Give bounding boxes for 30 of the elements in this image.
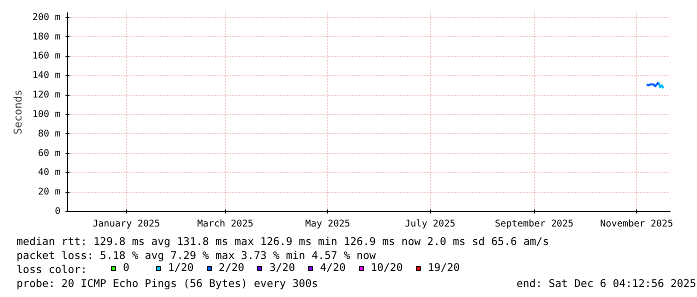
legend-title: loss color:: [16, 263, 88, 276]
text: end: Sat Dec 6 04:12:56 2025: [516, 277, 696, 290]
text: probe: 20 ICMP Echo Pings (56 Bytes) every 300s: [16, 277, 318, 290]
y-tick-label: 60 m: [38, 148, 61, 159]
x-tick-label: May 2025: [305, 218, 350, 230]
legend-label: 3/20: [269, 261, 296, 274]
y-tick-label: 120 m: [32, 90, 61, 101]
y-tick-label: 40 m: [38, 167, 61, 178]
x-tick-label: March 2025: [197, 218, 254, 230]
y-tick-label: 20 m: [38, 186, 61, 198]
y-tick-label: 180 m: [32, 31, 61, 42]
legend-label: 4/20: [320, 261, 346, 274]
y-tick-label: 160 m: [32, 50, 61, 62]
text: median rtt: 129.8 ms avg 131.8 ms max 126.9 ms min 126.9 ms now 2.0 ms sd 65.6 am/s: [16, 235, 549, 248]
x-tick-label: July 2025: [404, 218, 456, 230]
x-tick-label: January 2025: [92, 218, 160, 230]
x-tick-label: November 2025: [600, 218, 674, 230]
x-tick-label: September 2025: [494, 218, 574, 230]
y-tick-label: 200 m: [32, 12, 61, 23]
y-axis-title: Seconds: [11, 90, 24, 134]
y-tick-label: 100 m: [32, 108, 61, 120]
text: packet loss: 5.18 % avg 7.29 % max 3.73 % min 4.57 % now: [16, 249, 376, 262]
legend-label: 19/20: [428, 261, 460, 274]
legend-label: 10/20: [370, 261, 403, 274]
legend-label: 2/20: [218, 261, 244, 274]
y-tick-label: 140 m: [32, 70, 61, 82]
y-tick-label: 0: [54, 206, 61, 217]
legend-label: 1/20: [168, 261, 194, 274]
legend-label: 0: [123, 261, 130, 274]
y-tick-label: 80 m: [38, 128, 61, 140]
